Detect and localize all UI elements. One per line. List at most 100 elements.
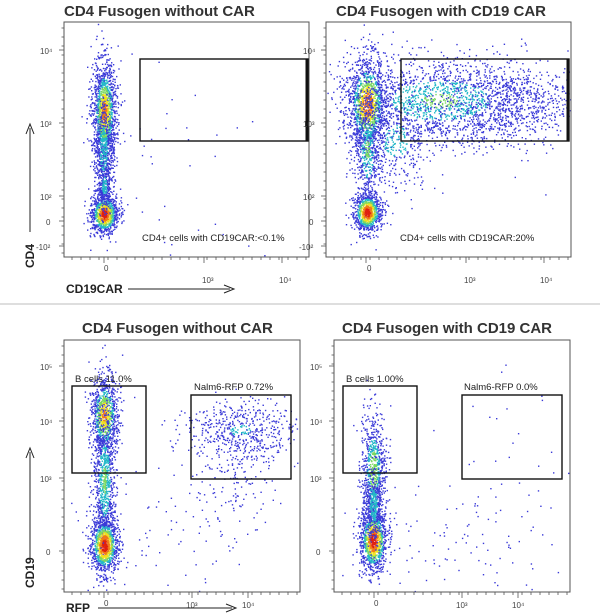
event-point bbox=[348, 151, 350, 154]
event-point bbox=[107, 90, 110, 92]
event-point bbox=[349, 169, 351, 171]
event-point bbox=[114, 156, 116, 158]
event-point bbox=[108, 153, 110, 156]
event-point bbox=[357, 128, 359, 131]
event-point bbox=[102, 197, 104, 199]
event-point bbox=[371, 190, 374, 192]
event-point bbox=[112, 202, 114, 204]
event-point bbox=[105, 207, 108, 210]
event-point bbox=[96, 232, 99, 235]
event-point bbox=[106, 130, 108, 132]
event-point bbox=[107, 233, 109, 235]
event-point bbox=[110, 125, 112, 127]
event-point bbox=[111, 233, 113, 235]
event-point bbox=[104, 223, 107, 225]
event-point bbox=[357, 166, 359, 169]
event-point bbox=[351, 110, 353, 112]
event-point bbox=[114, 212, 116, 214]
event-point bbox=[118, 114, 120, 116]
event-point bbox=[119, 188, 122, 190]
event-point bbox=[103, 102, 105, 104]
event-point bbox=[113, 111, 116, 113]
event-point bbox=[101, 130, 104, 132]
event-point bbox=[365, 228, 368, 231]
event-point bbox=[114, 123, 116, 125]
event-point bbox=[368, 90, 370, 92]
event-point bbox=[96, 133, 98, 136]
event-point bbox=[87, 66, 89, 68]
event-point bbox=[380, 113, 382, 115]
event-point bbox=[358, 79, 361, 82]
event-point bbox=[96, 140, 99, 142]
event-point bbox=[110, 98, 113, 100]
event-point bbox=[379, 65, 382, 68]
event-point bbox=[105, 143, 108, 146]
event-point bbox=[111, 207, 113, 209]
event-point bbox=[109, 84, 111, 86]
event-point bbox=[106, 204, 108, 207]
event-point bbox=[358, 166, 360, 168]
event-point bbox=[95, 209, 98, 212]
event-point bbox=[106, 175, 108, 177]
event-point bbox=[118, 213, 121, 215]
event-point bbox=[101, 56, 104, 59]
event-point bbox=[81, 116, 83, 118]
event-point bbox=[94, 91, 97, 93]
event-point bbox=[381, 155, 384, 158]
event-point bbox=[101, 132, 103, 134]
event-point bbox=[99, 161, 101, 164]
event-point bbox=[124, 100, 126, 102]
event-point bbox=[379, 144, 381, 146]
event-point bbox=[116, 164, 118, 167]
event-point bbox=[117, 210, 120, 212]
event-point bbox=[109, 160, 111, 163]
event-point bbox=[119, 143, 122, 145]
event-point bbox=[107, 100, 109, 103]
event-point bbox=[97, 163, 99, 166]
event-point bbox=[110, 149, 113, 152]
event-point bbox=[363, 95, 365, 97]
event-point bbox=[370, 121, 372, 123]
event-point bbox=[103, 218, 106, 220]
event-point bbox=[365, 138, 368, 140]
event-point bbox=[96, 35, 98, 38]
event-point bbox=[110, 89, 113, 91]
event-point bbox=[99, 128, 101, 130]
event-point bbox=[105, 195, 108, 197]
event-point bbox=[108, 168, 110, 171]
event-point bbox=[107, 199, 109, 202]
event-point bbox=[99, 129, 101, 132]
event-point bbox=[103, 144, 106, 146]
event-point bbox=[104, 95, 106, 97]
event-point bbox=[106, 172, 108, 174]
event-point bbox=[110, 152, 113, 155]
event-point bbox=[114, 91, 116, 93]
event-point bbox=[360, 128, 362, 131]
event-point bbox=[368, 148, 370, 150]
event-point bbox=[359, 94, 362, 97]
event-point bbox=[362, 53, 364, 56]
event-point bbox=[116, 95, 119, 98]
event-point bbox=[379, 133, 382, 135]
event-point bbox=[97, 104, 100, 106]
event-point bbox=[90, 99, 92, 101]
event-point bbox=[376, 131, 378, 133]
event-point bbox=[96, 77, 98, 80]
event-point bbox=[165, 127, 167, 130]
event-point bbox=[96, 189, 98, 191]
event-point bbox=[114, 228, 116, 230]
event-point bbox=[379, 86, 381, 88]
event-point bbox=[356, 121, 358, 123]
event-point bbox=[100, 154, 102, 157]
event-point bbox=[364, 75, 367, 77]
event-point bbox=[387, 112, 389, 115]
event-point bbox=[111, 204, 113, 206]
event-point bbox=[360, 159, 362, 161]
event-point bbox=[95, 133, 97, 136]
event-point bbox=[109, 126, 112, 129]
event-point bbox=[91, 96, 93, 98]
event-point bbox=[117, 220, 119, 223]
event-point bbox=[104, 155, 107, 157]
event-point bbox=[122, 132, 125, 135]
event-point bbox=[107, 157, 110, 159]
